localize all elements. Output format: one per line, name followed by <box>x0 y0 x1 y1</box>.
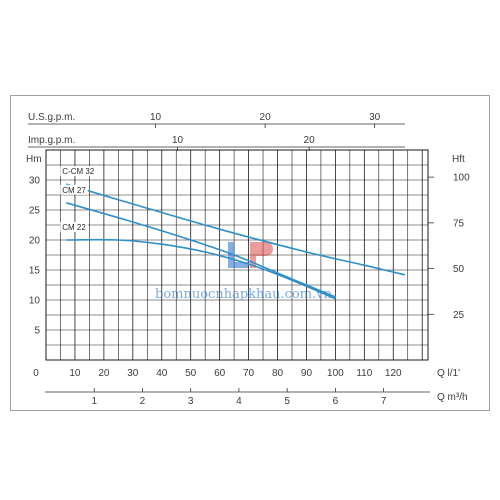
curve-label: C-CM 32 <box>62 167 95 176</box>
usgpm-tick-label: 10 <box>150 112 162 123</box>
usgpm-tick-label: 20 <box>260 112 272 123</box>
top-axis-usgpm: U.S.g.p.m. 10 20 30 <box>28 112 405 128</box>
curve-line <box>66 202 336 298</box>
usgpm-axis-label: U.S.g.p.m. <box>28 112 75 123</box>
x-tick-label: 110 <box>356 368 372 379</box>
y-right-label: Hft <box>452 154 465 165</box>
m3h-tick-label: 2 <box>140 396 146 407</box>
curve-label: CM 27 <box>62 186 86 195</box>
m3h-tick-label: 1 <box>91 396 97 407</box>
x-axis-m3h: 1 2 3 4 5 6 7 Q m³/h <box>45 388 468 407</box>
watermark: LP bomnuocnhapkhau.com.vn <box>155 242 333 302</box>
x-tick-label: 120 <box>385 368 402 379</box>
y-left-tick-label: 30 <box>29 176 41 187</box>
x-tick-label: 20 <box>98 368 110 379</box>
m3h-axis-label: Q m³/h <box>437 392 468 403</box>
chart-frame <box>10 95 490 411</box>
usgpm-tick-label: 30 <box>369 112 381 123</box>
curve-label-bg <box>60 222 88 232</box>
pump-curves: C-CM 32 CM 27 CM 22 <box>60 166 405 300</box>
y-left-tick-label: 25 <box>29 206 41 217</box>
impgpm-axis-label: Imp.g.p.m. <box>28 135 75 146</box>
curve-label-bg <box>60 166 98 177</box>
y-left-tick-label: 15 <box>29 266 41 277</box>
m3h-tick-label: 4 <box>236 396 242 407</box>
x-tick-label: 30 <box>127 368 139 379</box>
x-tick-label: 80 <box>272 368 284 379</box>
y-left-tick-label: 5 <box>34 326 40 337</box>
y-left-ticks: 5 10 15 20 25 30 <box>29 176 41 337</box>
m3h-tick-label: 6 <box>333 396 339 407</box>
x-tick-label: 70 <box>243 368 255 379</box>
watermark-logo: LP <box>228 242 273 268</box>
x-axis-lmin-label: Q l/1' <box>437 368 460 379</box>
curve-label: CM 22 <box>62 223 86 232</box>
curve-label-bg <box>60 184 88 195</box>
impgpm-tick-label: 20 <box>304 135 316 146</box>
y-left-tick-label: 10 <box>29 296 41 307</box>
m3h-tick-label: 5 <box>284 396 290 407</box>
m3h-tick-label: 7 <box>381 396 387 407</box>
y-right-tick-label: 75 <box>453 218 465 229</box>
x-tick-label: 100 <box>327 368 344 379</box>
curve-line <box>66 238 336 300</box>
y-right-tick-label: 50 <box>453 264 465 275</box>
x-tick-label: 90 <box>301 368 313 379</box>
y-right-tick-label: 100 <box>453 173 470 184</box>
curve-line <box>66 183 405 276</box>
x-tick-label: 10 <box>69 368 81 379</box>
y-right-ticks: 25 50 75 100 <box>428 173 470 321</box>
x-tick-label: 60 <box>214 368 226 379</box>
grid <box>45 149 429 361</box>
x-tick-label: 50 <box>185 368 197 379</box>
y-right-tick-label: 25 <box>453 310 465 321</box>
x-tick-label: 0 <box>33 368 39 379</box>
watermark-url: bomnuocnhapkhau.com.vn <box>155 287 333 302</box>
impgpm-tick-label: 10 <box>172 135 184 146</box>
top-axis-impgpm: Imp.g.p.m. 10 20 <box>28 135 405 151</box>
m3h-tick-label: 3 <box>188 396 194 407</box>
y-left-tick-label: 20 <box>29 236 41 247</box>
y-left-label: Hm <box>26 154 42 165</box>
x-axis-lmin-ticks: 0 10 20 30 40 50 60 70 80 90 100 110 120 <box>33 368 402 379</box>
x-tick-label: 40 <box>156 368 168 379</box>
